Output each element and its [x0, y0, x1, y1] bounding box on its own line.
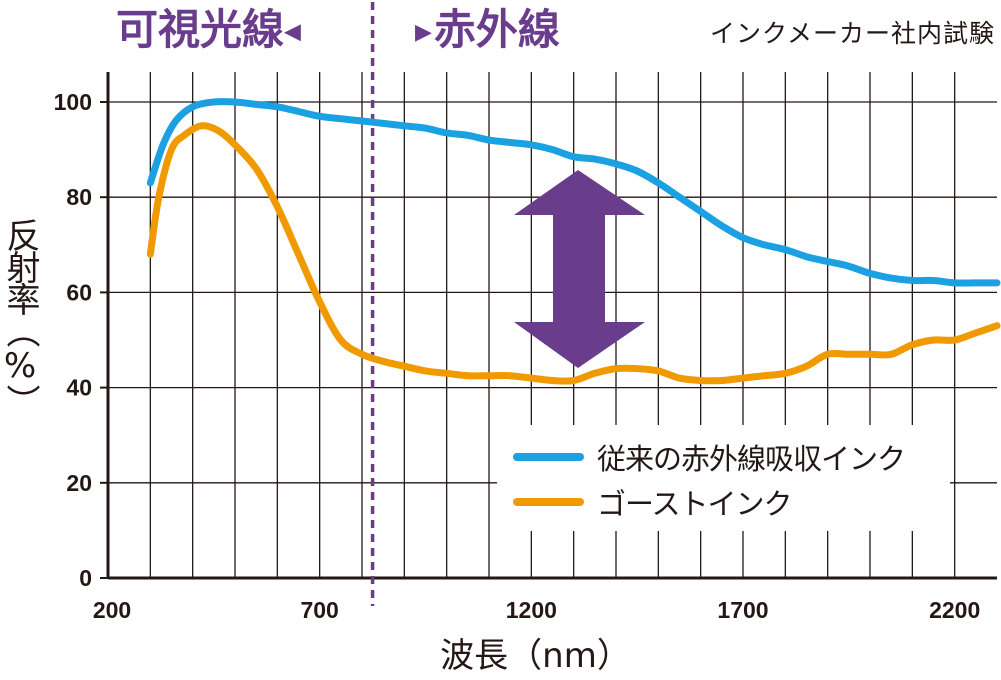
- x-tick-label: 1200: [506, 597, 557, 623]
- x-tick-label: 2200: [929, 597, 980, 623]
- y-tick-label: 20: [66, 470, 92, 496]
- y-axis-label: 反射率（%）: [0, 218, 40, 416]
- x-tick-label: 1700: [717, 597, 768, 623]
- x-axis-label: 波長（nm）: [440, 636, 631, 676]
- series-line-conventional: [146, 98, 1001, 287]
- series-line-ghost: [146, 122, 1001, 385]
- legend: [497, 425, 950, 531]
- infrared-label: ▶赤外線: [415, 5, 560, 54]
- y-tick-label: 80: [66, 184, 92, 210]
- y-tick-label: 40: [66, 375, 92, 401]
- y-tick-label: 60: [66, 279, 92, 305]
- source-note: インクメーカー社内試験: [709, 19, 995, 48]
- tick-layer: 0 20 40 60 80 100 200 700 1200 1700 2200: [54, 89, 981, 623]
- arrow-right-icon: ▶: [415, 19, 432, 45]
- legend-label-ghost: ゴーストインク: [597, 487, 793, 521]
- legend-label-conventional: 従来の赤外線吸収インク: [597, 442, 906, 476]
- x-tick-label: 700: [300, 597, 338, 623]
- x-tick-label: 200: [93, 597, 131, 623]
- series-layer: [146, 98, 1001, 385]
- visible-light-label: 可視光線◀: [116, 5, 301, 54]
- difference-arrow: [514, 170, 645, 368]
- y-tick-label: 0: [79, 565, 92, 591]
- arrow-left-icon: ◀: [284, 19, 301, 45]
- y-tick-label: 100: [54, 89, 92, 115]
